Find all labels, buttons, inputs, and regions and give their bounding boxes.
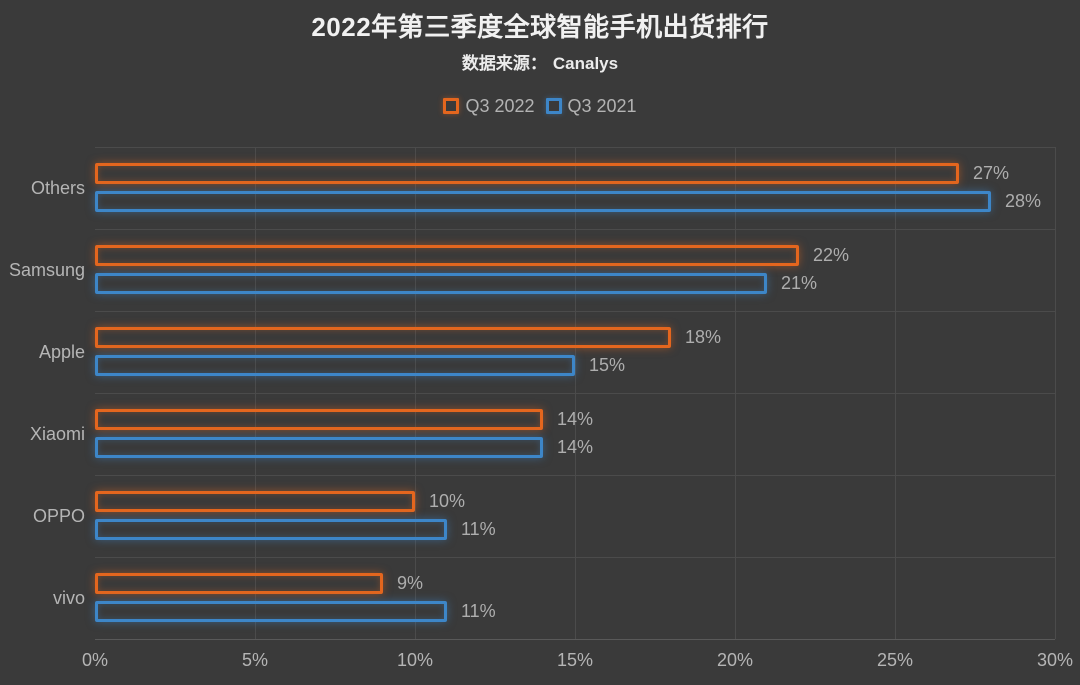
data-source-name: Canalys	[552, 54, 619, 73]
value-label: 11%	[461, 601, 496, 621]
category-label-xiaomi: Xiaomi	[29, 423, 85, 444]
bar-q3-2022-xiaomi	[95, 409, 543, 430]
bar-q3-2022-vivo	[95, 573, 383, 594]
legend: Q3 2022 Q3 2021	[0, 93, 1080, 119]
gridline-horizontal	[95, 229, 1055, 230]
x-tick-label: 20%	[716, 650, 754, 670]
category-labels: Others Samsung Apple Xiaomi OPPO vivo	[0, 147, 85, 639]
bar-q3-2021-others	[95, 191, 991, 212]
gridline-vertical	[1055, 147, 1056, 639]
value-label: 27%	[973, 163, 1010, 183]
category-label-vivo: vivo	[52, 587, 85, 608]
value-label: 9%	[397, 573, 424, 593]
value-label: 22%	[813, 245, 850, 265]
gridline-horizontal	[95, 557, 1055, 558]
bar-q3-2021-vivo	[95, 601, 447, 622]
category-label-apple: Apple	[38, 341, 85, 362]
category-label-oppo: OPPO	[32, 505, 85, 526]
x-tick-label: 5%	[241, 650, 268, 670]
value-label: 14%	[557, 409, 594, 429]
value-label: 28%	[1005, 191, 1042, 211]
category-label-others: Others	[30, 177, 85, 198]
bar-q3-2021-apple	[95, 355, 575, 376]
bar-q3-2022-oppo	[95, 491, 415, 512]
x-axis-line	[95, 639, 1055, 640]
legend-label: Q3 2021	[567, 95, 637, 116]
legend-swatch-icon	[545, 98, 562, 114]
x-tick-label: 0%	[81, 650, 108, 670]
legend-item-q3-2021: Q3 2021	[545, 95, 637, 117]
x-tick-label: 30%	[1036, 650, 1074, 670]
x-tick-label: 25%	[876, 650, 914, 670]
legend-label: Q3 2022	[465, 95, 535, 116]
page-title: 2022年第三季度全球智能手机出货排行	[311, 12, 769, 42]
x-tick-label: 15%	[556, 650, 594, 670]
category-label-samsung: Samsung	[8, 259, 85, 280]
bar-q3-2021-xiaomi	[95, 437, 543, 458]
bar-q3-2022-apple	[95, 327, 671, 348]
x-axis: 0% 5% 10% 15% 20% 25% 30%	[82, 648, 1073, 674]
plot-area: 27% 28% 22% 21% 18% 15% 14% 14% 10% 11% 9% 11%	[95, 147, 1056, 640]
bar-q3-2021-samsung	[95, 273, 767, 294]
bar-q3-2022-samsung	[95, 245, 799, 266]
value-label: 11%	[461, 519, 496, 539]
value-label: 18%	[685, 327, 722, 347]
value-label: 10%	[429, 491, 466, 511]
legend-swatch-icon	[443, 98, 460, 114]
gridline-horizontal	[95, 475, 1055, 476]
x-tick-label: 10%	[396, 650, 434, 670]
bar-q3-2021-oppo	[95, 519, 447, 540]
legend-item-q3-2022: Q3 2022	[443, 95, 535, 117]
gridline-horizontal	[95, 393, 1055, 394]
gridline-horizontal	[95, 147, 1055, 148]
value-label: 15%	[589, 355, 626, 375]
bar-q3-2022-others	[95, 163, 959, 184]
value-label: 14%	[557, 437, 594, 457]
gridline-horizontal	[95, 311, 1055, 312]
value-label: 21%	[781, 273, 818, 293]
data-source-line: 数据来源： Canalys	[0, 53, 1080, 75]
data-source-prefix: 数据来源：	[461, 54, 547, 73]
